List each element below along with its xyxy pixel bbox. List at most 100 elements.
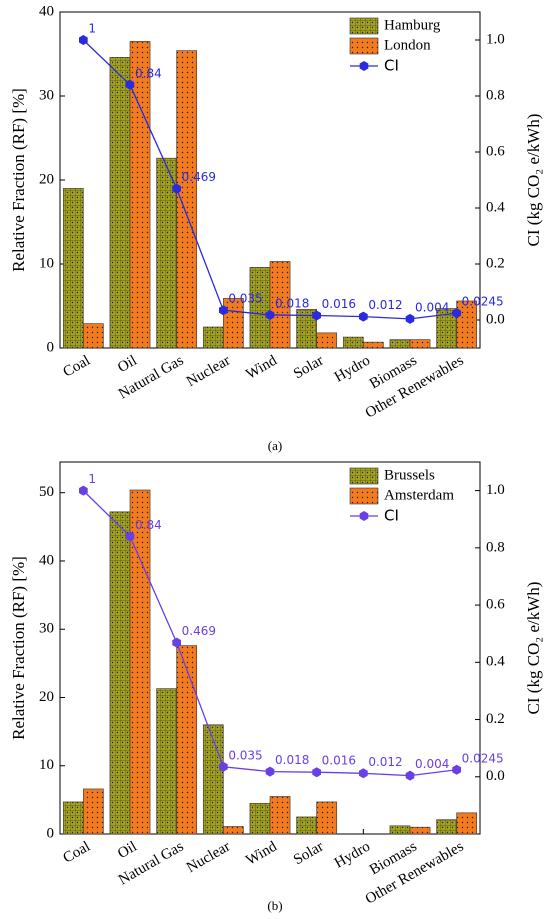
bar [223,826,244,835]
y2-tick-label: 0.6 [486,597,505,613]
bar [249,267,271,349]
y-tick-label: 20 [39,689,54,705]
x-tick-label: Hydro [332,839,373,872]
y-axis-label: Relative Fraction (RF) [%] [9,556,28,740]
data-label: 0.0245 [462,751,504,765]
marker [405,313,415,324]
marker [172,183,181,194]
y-tick-label: 40 [39,552,54,568]
bar [436,819,457,835]
bar [296,816,317,835]
x-tick-label: Oil [115,353,140,376]
marker [405,770,415,781]
legend-label: CI [384,57,399,75]
data-label: 0.0245 [462,295,504,309]
data-label: 0.016 [322,754,356,768]
y2-tick-label: 1.0 [486,31,505,47]
bar [409,826,431,835]
data-label: 1 [88,472,96,486]
data-label: 0.84 [135,518,162,532]
data-label: 1 [88,22,96,36]
legend-label: CI [384,507,399,525]
y2-axis-label: CI (kg CO₂ e/kWh) [524,582,543,715]
marker [265,310,275,320]
y2-tick-label: 0.8 [486,87,505,103]
bar [456,812,478,835]
legend-swatch [349,37,379,55]
bar [62,801,84,835]
data-label: 0.012 [368,755,402,769]
bar [316,332,338,349]
marker [79,35,88,45]
y2-axis-label: CI (kg CO₂ e/kWh) [524,114,543,247]
marker [359,311,368,322]
data-label: 0.004 [415,757,449,771]
bar [342,336,364,349]
marker [125,79,135,90]
x-tick-label: Nuclear [184,839,233,877]
bar [129,489,151,835]
legend-marker [359,511,369,521]
bar [176,50,198,349]
bar [109,57,131,349]
caption: (a) [268,438,282,453]
y-tick-label: 30 [39,87,54,103]
marker [219,761,228,772]
y-tick-label: 10 [39,757,54,773]
legend-swatch [349,17,379,35]
bar [223,298,244,349]
data-label: 0.018 [275,753,309,767]
x-tick-label: Coal [61,839,94,867]
y2-tick-label: 1.0 [486,482,505,498]
y2-tick-label: 0.0 [486,768,505,784]
marker [312,310,321,321]
legend-label: Amsterdam [384,487,454,503]
x-tick-label: Solar [291,839,326,869]
data-label: 0.469 [182,624,216,638]
y2-tick-label: 0.6 [486,143,505,159]
y-tick-label: 10 [39,255,54,271]
caption: (b) [267,898,282,913]
data-label: 0.469 [182,170,216,184]
legend-swatch [349,487,379,505]
bar [202,326,224,349]
bar [109,511,131,835]
x-tick-label: Solar [291,353,326,383]
y-tick-label: 40 [39,3,54,19]
x-tick-label: Oil [115,839,140,862]
bar [389,825,411,835]
bar [456,300,478,349]
x-tick-label: Hydro [332,353,373,386]
data-label: 0.016 [322,297,356,311]
data-label: 0.004 [415,300,449,314]
bar [409,339,431,349]
bar [363,341,384,349]
y-tick-label: 20 [39,171,54,187]
x-tick-label: Wind [243,352,280,382]
bar [249,802,271,835]
data-label: 0.84 [135,66,162,80]
marker [359,768,368,779]
bar [316,801,338,835]
x-tick-label: Wind [243,838,280,868]
legend-swatch [349,467,379,485]
data-label: 0.018 [275,296,309,310]
y2-tick-label: 0.4 [486,199,505,215]
y2-tick-label: 0.8 [486,539,505,555]
marker [172,637,181,648]
x-tick-label: Nuclear [184,353,233,391]
marker [452,764,461,775]
y2-tick-label: 0.2 [486,255,505,271]
bar [296,309,317,349]
bar [269,796,291,835]
bar [83,323,104,349]
legend-label: Hamburg [384,17,441,33]
marker [265,766,275,777]
y2-tick-label: 0.4 [486,654,505,670]
y-tick-label: 50 [39,484,54,500]
bar [156,688,177,835]
bar [83,788,104,835]
legend-marker [359,61,369,71]
marker [79,485,88,496]
